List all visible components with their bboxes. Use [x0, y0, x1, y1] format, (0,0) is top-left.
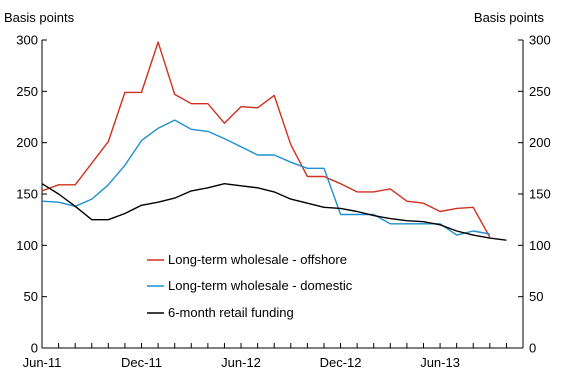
y-tick-label-right: 150	[529, 187, 551, 202]
y-tick-label-right: 250	[529, 84, 551, 99]
y-axis-right-label: Basis points	[474, 10, 545, 25]
y-tick-label-left: 0	[31, 341, 38, 356]
y-tick-label-right: 200	[529, 135, 551, 150]
y-tick-label-left: 50	[24, 289, 38, 304]
x-tick-label: Jun-12	[221, 355, 261, 370]
series-line-domestic	[41, 119, 490, 236]
y-tick-label-left: 150	[16, 187, 38, 202]
x-tick-label: Jun-13	[420, 355, 460, 370]
y-tick-label-right: 0	[529, 341, 536, 356]
x-tick-label: Jun-11	[23, 355, 62, 370]
legend: Long-term wholesale - offshore Long-term…	[147, 252, 353, 320]
y-tick-label-right: 100	[529, 238, 551, 253]
x-tick-label: Dec-11	[121, 355, 162, 370]
series-line-retail	[41, 182, 507, 241]
plot-axes	[41, 40, 524, 349]
y-tick-label-right: 300	[529, 33, 551, 48]
series-lines	[41, 41, 507, 241]
y-ticks-right: 0 50 100 150 200 250 300	[518, 33, 551, 356]
y-tick-label-left: 100	[16, 238, 38, 253]
legend-label-domestic: Long-term wholesale - domestic	[168, 278, 353, 293]
legend-label-retail: 6-month retail funding	[168, 305, 294, 320]
y-axis-left-label: Basis points	[4, 10, 75, 25]
legend-entry-retail: 6-month retail funding	[147, 305, 294, 320]
x-tick-label: Dec-12	[320, 355, 362, 370]
y-tick-label-left: 200	[16, 135, 38, 150]
y-tick-label-right: 50	[529, 289, 543, 304]
y-tick-label-left: 300	[16, 33, 38, 48]
y-ticks-left: 0 50 100 150 200 250 300	[16, 33, 47, 356]
legend-label-offshore: Long-term wholesale - offshore	[168, 252, 347, 267]
legend-entry-offshore: Long-term wholesale - offshore	[147, 252, 347, 267]
series-line-offshore	[41, 41, 491, 238]
x-ticks: Jun-11 Dec-11 Jun-12 Dec-12 Jun-13	[23, 343, 524, 370]
y-tick-label-left: 250	[16, 84, 38, 99]
legend-entry-domestic: Long-term wholesale - domestic	[147, 278, 353, 293]
